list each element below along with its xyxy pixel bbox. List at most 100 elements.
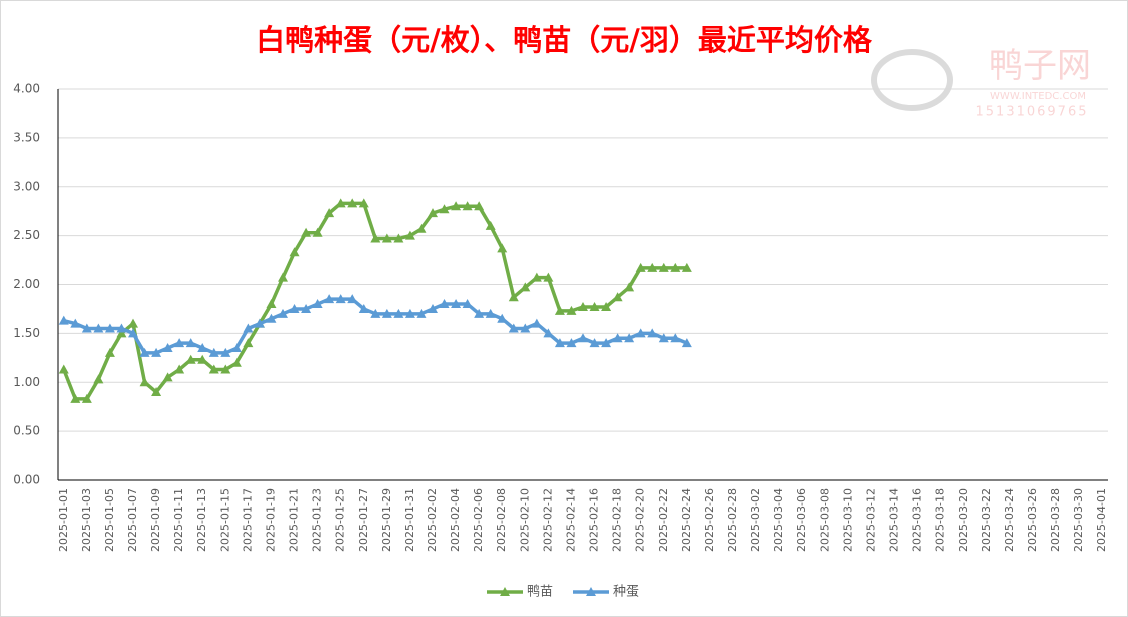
point-marker	[543, 328, 554, 338]
y-tick-label: 3.00	[13, 179, 40, 193]
point-marker	[324, 208, 335, 218]
point-marker	[128, 328, 138, 338]
x-tick-label: 2025-01-11	[172, 488, 185, 552]
point-marker	[358, 303, 369, 313]
point-marker	[151, 347, 162, 357]
point-marker	[335, 294, 346, 304]
point-marker	[174, 338, 185, 348]
point-marker	[554, 338, 565, 348]
point-marker	[612, 333, 623, 343]
point-marker	[162, 372, 173, 382]
y-tick-label: 3.50	[13, 130, 40, 144]
point-marker	[93, 374, 104, 384]
point-marker	[474, 308, 485, 318]
x-tick-label: 2025-02-28	[726, 488, 739, 552]
point-marker	[566, 305, 577, 315]
point-marker	[70, 318, 81, 328]
y-tick-label: 1.00	[13, 375, 40, 389]
point-marker	[162, 343, 173, 353]
point-marker	[335, 198, 346, 208]
point-marker	[658, 333, 669, 343]
y-tick-label: 2.00	[13, 277, 40, 291]
watermark-phone: 15131069765	[976, 105, 1089, 120]
x-tick-label: 2025-02-12	[541, 488, 554, 552]
point-marker	[554, 305, 565, 315]
x-tick-label: 2025-02-24	[680, 488, 693, 552]
point-marker	[220, 347, 231, 357]
x-tick-label: 2025-03-18	[934, 488, 947, 552]
point-marker	[243, 323, 254, 333]
point-marker	[508, 323, 519, 333]
point-marker	[601, 301, 612, 311]
x-tick-label: 2025-01-25	[334, 488, 347, 552]
point-marker	[393, 233, 404, 243]
x-tick-label: 2025-01-03	[80, 488, 93, 552]
legend-label: 鸭苗	[527, 585, 553, 600]
point-marker	[451, 299, 462, 309]
point-marker	[497, 313, 508, 323]
point-marker	[531, 318, 542, 328]
legend-marker	[586, 587, 596, 596]
point-marker	[439, 204, 450, 214]
point-marker	[81, 323, 92, 333]
x-tick-label: 2025-03-26	[1026, 488, 1039, 552]
point-marker	[370, 233, 381, 243]
point-marker	[381, 233, 392, 243]
point-marker	[220, 364, 231, 374]
x-tick-label: 2025-02-18	[611, 488, 624, 552]
point-marker	[681, 338, 692, 348]
x-tick-label: 2025-01-23	[311, 488, 324, 552]
point-marker	[647, 262, 658, 272]
legend-label: 种蛋	[613, 585, 639, 600]
chart-title: 白鸭种蛋（元/枚）、鸭苗（元/羽）最近平均价格	[256, 23, 873, 57]
watermark-brand: 鸭子网	[989, 46, 1091, 86]
x-tick-label: 2025-03-12	[864, 488, 877, 552]
point-marker	[404, 230, 415, 240]
point-marker	[670, 333, 681, 343]
x-tick-label: 2025-01-31	[403, 488, 416, 552]
watermark-logo	[871, 49, 953, 111]
x-tick-label: 2025-03-28	[1049, 488, 1062, 552]
x-tick-label: 2025-02-16	[588, 488, 601, 552]
point-marker	[266, 299, 277, 309]
point-marker	[81, 393, 92, 403]
x-tick-label: 2025-01-19	[264, 488, 277, 552]
point-marker	[370, 308, 381, 318]
point-marker	[312, 227, 323, 237]
point-marker	[462, 299, 473, 309]
point-marker	[381, 308, 392, 318]
legend-marker	[500, 587, 510, 596]
x-tick-label: 2025-03-02	[749, 488, 762, 552]
point-marker	[612, 292, 623, 302]
point-marker	[416, 308, 427, 318]
point-marker	[439, 299, 450, 309]
x-tick-label: 2025-01-01	[57, 488, 70, 552]
point-marker	[428, 208, 438, 218]
point-marker	[197, 343, 208, 353]
x-tick-label: 2025-01-27	[357, 488, 370, 552]
point-marker	[231, 343, 242, 353]
point-marker	[635, 262, 646, 272]
point-marker	[520, 282, 531, 292]
y-tick-label: 0.50	[13, 424, 40, 438]
point-marker	[578, 301, 588, 311]
point-marker	[428, 303, 438, 313]
point-marker	[243, 338, 254, 348]
x-tick-label: 2025-03-14	[888, 488, 901, 552]
point-marker	[266, 313, 277, 323]
point-marker	[647, 328, 658, 338]
point-marker	[185, 338, 196, 348]
point-marker	[485, 220, 496, 230]
x-tick-label: 2025-01-09	[149, 488, 162, 552]
point-marker	[254, 318, 265, 328]
x-tick-label: 2025-03-10	[841, 488, 854, 552]
point-marker	[670, 262, 681, 272]
x-tick-label: 2025-03-22	[980, 488, 993, 552]
point-marker	[278, 308, 288, 318]
x-tick-label: 2025-01-21	[288, 488, 301, 552]
point-marker	[128, 318, 138, 328]
point-marker	[681, 262, 692, 272]
x-tick-label: 2025-02-10	[518, 488, 531, 552]
